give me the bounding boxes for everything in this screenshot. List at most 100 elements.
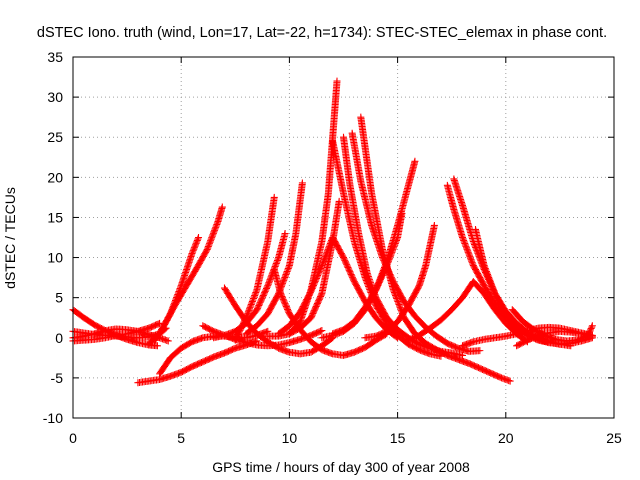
data-point — [267, 274, 275, 282]
data-point — [466, 253, 474, 261]
data-point — [326, 239, 334, 247]
data-point — [487, 279, 495, 287]
y-tick-label: 20 — [47, 169, 63, 185]
data-point — [283, 267, 291, 275]
data-point — [460, 238, 468, 246]
data-point — [468, 259, 476, 267]
data-point — [459, 235, 467, 243]
data-point — [272, 259, 280, 267]
data-arc — [151, 203, 226, 344]
data-point — [212, 223, 220, 231]
data-point — [205, 241, 213, 249]
data-point — [194, 235, 202, 243]
data-point — [248, 297, 256, 305]
data-point — [481, 265, 489, 273]
data-point — [588, 323, 596, 331]
data-point — [252, 287, 260, 295]
y-tick-label: 30 — [47, 89, 63, 105]
data-point — [465, 251, 473, 259]
y-tick-label: 5 — [55, 290, 63, 306]
data-point — [321, 254, 329, 262]
data-point — [247, 300, 255, 308]
data-point — [398, 209, 406, 217]
data-point — [317, 291, 325, 299]
data-point — [192, 241, 200, 249]
data-arc — [285, 77, 341, 338]
data-point — [461, 239, 469, 247]
data-point — [206, 238, 214, 246]
y-tick-label: 35 — [47, 49, 63, 65]
data-point — [320, 257, 328, 265]
y-tick-label: 25 — [47, 129, 63, 145]
data-point — [192, 239, 200, 247]
data-point — [389, 286, 397, 294]
data-point — [285, 263, 293, 271]
y-tick-label: 15 — [47, 209, 63, 225]
data-point — [275, 288, 283, 296]
data-point — [462, 242, 470, 250]
data-point — [208, 232, 216, 240]
data-point — [394, 299, 402, 307]
data-point — [190, 245, 198, 253]
data-point — [276, 285, 284, 293]
data-point — [460, 236, 468, 244]
data-point — [490, 287, 498, 295]
data-point — [281, 273, 289, 281]
data-point — [489, 284, 497, 292]
data-point — [273, 258, 281, 266]
data-point — [464, 247, 472, 255]
data-point — [461, 241, 469, 249]
data-arc — [357, 113, 514, 385]
data-point — [391, 290, 399, 298]
data-point — [467, 256, 475, 264]
data-arc — [508, 306, 596, 345]
data-point — [326, 241, 334, 249]
data-point — [463, 245, 471, 253]
data-point — [191, 242, 199, 250]
data-point — [195, 234, 203, 241]
y-axis-label: dSTEC / TECUs — [2, 187, 18, 289]
data-point — [280, 275, 288, 283]
data-point — [476, 347, 484, 355]
data-point — [203, 246, 211, 254]
data-point — [278, 281, 286, 289]
data-point — [395, 300, 403, 308]
data-point — [263, 283, 271, 291]
data-point — [281, 229, 289, 237]
x-tick-label: 10 — [282, 430, 298, 446]
data-point — [207, 235, 215, 243]
data-point — [396, 302, 404, 310]
data-point — [264, 280, 272, 288]
data-point — [488, 281, 496, 289]
x-tick-label: 15 — [390, 430, 406, 446]
data-point — [396, 303, 404, 311]
data-point — [482, 266, 490, 274]
data-point — [430, 221, 438, 229]
y-tick-label: -10 — [43, 410, 63, 426]
data-point — [317, 327, 325, 335]
data-point — [245, 306, 253, 314]
data-point — [246, 305, 254, 313]
data-point — [588, 322, 596, 330]
data-point — [274, 255, 282, 263]
data-point — [386, 254, 394, 262]
data-point — [468, 257, 476, 265]
data-point — [280, 276, 288, 284]
data-point — [265, 279, 273, 287]
data-point — [466, 254, 474, 262]
data-arc — [361, 221, 438, 342]
data-point — [392, 293, 400, 301]
data-point — [386, 253, 394, 261]
data-point — [411, 157, 419, 165]
y-tick-label: 10 — [47, 250, 63, 266]
data-point — [207, 237, 215, 245]
data-point — [272, 261, 280, 269]
data-point — [483, 269, 491, 277]
data-point — [464, 248, 472, 256]
x-axis-label: GPS time / hours of day 300 of year 2008 — [212, 459, 470, 475]
data-point — [485, 275, 493, 283]
data-point — [390, 244, 398, 252]
data-point — [392, 238, 400, 246]
data-point — [323, 248, 331, 256]
data-point — [387, 250, 395, 258]
